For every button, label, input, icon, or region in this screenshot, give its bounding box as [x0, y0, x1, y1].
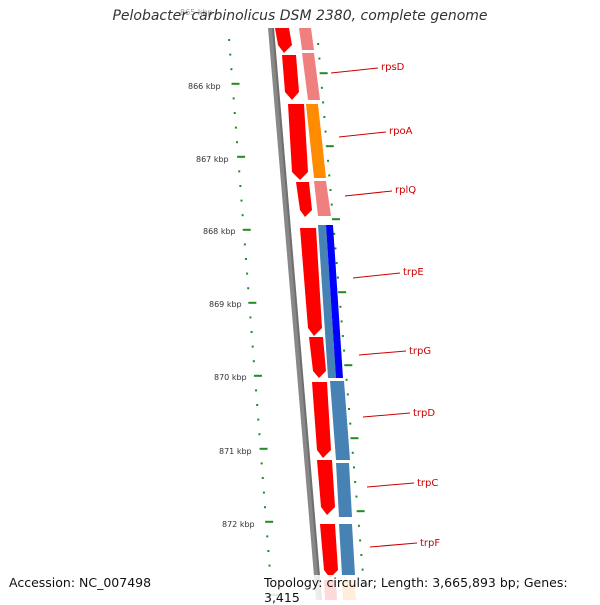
gene-arrow-trpE[interactable]	[300, 228, 322, 336]
kbp-tick-labels: 866 kbp 867 kbp 868 kbp 869 kbp 870 kbp …	[188, 82, 255, 529]
gene-arrow-trpD[interactable]	[312, 382, 331, 458]
left-tick-ruler	[228, 39, 279, 596]
feature-track	[299, 28, 356, 600]
gene-label-trpD[interactable]: trpD	[413, 408, 435, 419]
faded-tick-label: 865 kbp	[180, 8, 213, 17]
feature-trpF[interactable]	[339, 524, 355, 575]
feature-rplQ[interactable]	[314, 181, 331, 216]
gene-label-rpsD[interactable]: rpsD	[381, 62, 405, 73]
feature-rpsD[interactable]	[302, 53, 320, 100]
gene-arrow-rpsD[interactable]	[282, 55, 299, 100]
gene-arrow-trpF[interactable]	[320, 524, 338, 578]
feature-trpC[interactable]	[336, 463, 352, 517]
feature-rpsD-upstream[interactable]	[299, 28, 314, 50]
topology-text: Topology: circular; Length: 3,665,893 bp…	[262, 575, 600, 605]
feature-trpE[interactable]	[318, 225, 336, 378]
gene-arrow-trpG[interactable]	[309, 337, 326, 378]
accession-text: Accession: NC_007498	[9, 575, 152, 590]
kbp-label: 872 kbp	[222, 520, 255, 529]
kbp-label: 870 kbp	[214, 373, 247, 382]
gene-arrow-trpC[interactable]	[317, 460, 335, 515]
feature-rpoA[interactable]	[306, 104, 326, 178]
kbp-label: 871 kbp	[219, 447, 252, 456]
gene-arrow-rplQ[interactable]	[296, 182, 312, 217]
feature-trpE-trpG[interactable]	[326, 225, 343, 378]
gene-label-rplQ[interactable]: rplQ	[395, 185, 416, 196]
kbp-label: 867 kbp	[196, 155, 229, 164]
gene-label-trpF[interactable]: trpF	[420, 538, 440, 549]
gene-label-rpoA[interactable]: rpoA	[389, 126, 413, 137]
gene-arrow-rpsD-upstream[interactable]	[275, 28, 292, 53]
gene-label-trpC[interactable]: trpC	[417, 478, 438, 489]
kbp-label: 869 kbp	[209, 300, 242, 309]
feature-trpD[interactable]	[330, 381, 350, 460]
kbp-label: 868 kbp	[203, 227, 236, 236]
genome-backbone	[268, 28, 322, 600]
gene-label-trpG[interactable]: trpG	[409, 346, 431, 357]
gene-label-trpE[interactable]: trpE	[403, 267, 424, 278]
kbp-label: 866 kbp	[188, 82, 221, 91]
gene-arrow-rpoA[interactable]	[288, 104, 308, 180]
gene-labels: rpsD rpoA rplQ trpE trpG trpD trpC trpF	[330, 62, 440, 549]
page-title: Pelobacter carbinolicus DSM 2380, comple…	[112, 8, 488, 24]
